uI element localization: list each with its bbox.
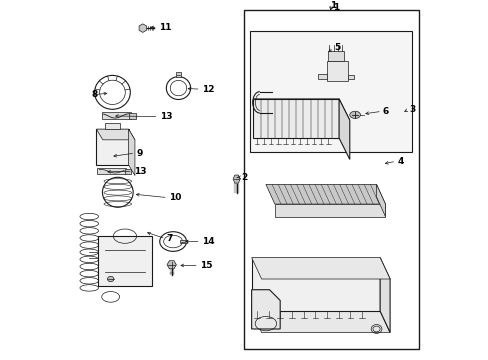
Polygon shape xyxy=(251,311,389,333)
Polygon shape xyxy=(251,258,389,279)
Text: 8: 8 xyxy=(92,90,98,99)
Text: 10: 10 xyxy=(168,193,181,202)
Bar xyxy=(244,10,418,348)
Polygon shape xyxy=(139,24,146,32)
Polygon shape xyxy=(253,99,349,120)
Text: 6: 6 xyxy=(382,107,388,116)
Text: 14: 14 xyxy=(201,237,214,246)
Bar xyxy=(102,112,131,120)
Bar xyxy=(124,169,131,174)
Polygon shape xyxy=(128,129,135,176)
Ellipse shape xyxy=(349,111,360,118)
Polygon shape xyxy=(167,261,176,269)
Polygon shape xyxy=(251,258,379,311)
Text: 11: 11 xyxy=(159,23,171,32)
Ellipse shape xyxy=(107,276,114,282)
Text: 1: 1 xyxy=(329,1,336,10)
Text: 5: 5 xyxy=(334,43,340,52)
Bar xyxy=(317,74,326,79)
Text: 12: 12 xyxy=(201,85,214,94)
Text: 4: 4 xyxy=(396,157,403,166)
Text: 9: 9 xyxy=(136,149,142,158)
Bar xyxy=(249,31,411,152)
Polygon shape xyxy=(379,258,389,333)
Text: 15: 15 xyxy=(200,261,212,270)
Bar xyxy=(179,240,186,243)
Text: 1: 1 xyxy=(332,3,339,12)
Bar xyxy=(105,123,120,129)
Text: 2: 2 xyxy=(241,173,246,182)
Polygon shape xyxy=(251,290,280,329)
Text: 3: 3 xyxy=(409,105,415,114)
Bar xyxy=(129,113,136,119)
Polygon shape xyxy=(274,204,385,217)
Polygon shape xyxy=(338,99,349,159)
Bar xyxy=(96,129,128,165)
Bar xyxy=(175,72,181,77)
Text: 7: 7 xyxy=(166,234,173,243)
Polygon shape xyxy=(253,99,338,138)
Text: 13: 13 xyxy=(134,167,146,176)
Text: 13: 13 xyxy=(159,112,172,121)
Bar xyxy=(326,61,347,81)
Polygon shape xyxy=(233,175,240,183)
Polygon shape xyxy=(265,184,385,204)
Polygon shape xyxy=(96,129,135,140)
Polygon shape xyxy=(376,184,385,217)
Bar xyxy=(97,168,126,175)
Bar xyxy=(328,51,344,61)
Bar xyxy=(347,75,354,79)
Bar xyxy=(98,236,151,286)
